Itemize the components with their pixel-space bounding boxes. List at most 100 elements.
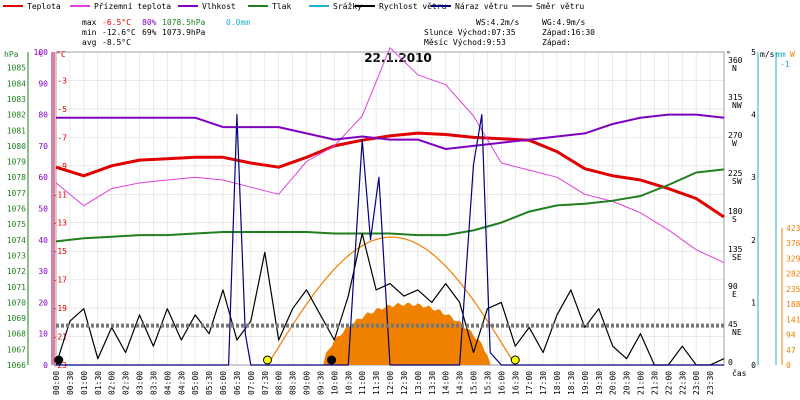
- x-tick-label: 12:30: [400, 371, 409, 395]
- legend-label-6: Náraz větru: [455, 2, 508, 11]
- stats-min-label: min: [82, 28, 97, 37]
- hpa-tick-label: 1076: [7, 205, 26, 214]
- x-tick-label: 11:00: [358, 371, 367, 395]
- ms-tick-label: 4: [751, 111, 756, 120]
- hpa-tick-label: 1083: [7, 95, 26, 104]
- x-tick-label: 07:00: [247, 371, 256, 395]
- x-tick-label: 10:30: [344, 371, 353, 395]
- chart-title: 22.1.2010: [364, 51, 432, 65]
- x-tick-label: 08:30: [289, 371, 298, 395]
- stats-sun-rise: Slunce Východ:07:35: [424, 28, 516, 37]
- stats-max-press: 1078.5hPa: [162, 18, 206, 27]
- pct-tick-label: 0: [43, 361, 48, 370]
- pct-tick-label: 90: [38, 79, 48, 88]
- w-tick-label: 423: [786, 224, 800, 233]
- temp-tick-label: -11: [53, 190, 68, 199]
- hpa-tick-label: 1082: [7, 111, 26, 120]
- hpa-tick-label: 1067: [7, 345, 26, 354]
- hpa-tick-label: 1072: [7, 267, 26, 276]
- mm-tick-label: -1: [780, 60, 790, 69]
- pct-tick-label: 100: [34, 48, 49, 57]
- w-tick-label: 47: [786, 346, 796, 355]
- x-tick-label: 15:30: [483, 371, 492, 395]
- legend-label-7: Směr větru: [536, 2, 584, 11]
- w-tick-label: 188: [786, 300, 800, 309]
- dir-tick-label: 225: [728, 169, 743, 178]
- dir-tick-label: 135: [728, 245, 743, 254]
- x-tick-label: 14:30: [456, 371, 465, 395]
- x-tick-label: 13:30: [428, 371, 437, 395]
- x-tick-label: 15:00: [470, 371, 479, 395]
- hpa-tick-label: 1079: [7, 158, 26, 167]
- ms-tick-label: 3: [751, 173, 756, 182]
- x-tick-label: 22:30: [678, 371, 687, 395]
- hpa-tick-label: 1075: [7, 220, 26, 229]
- temp-tick-label: -3: [57, 76, 67, 85]
- x-tick-label: 21:30: [650, 371, 659, 395]
- stats-max-label: max: [82, 18, 97, 27]
- pct-tick-label: 80: [38, 111, 48, 120]
- dir-tick-label: E: [732, 290, 737, 299]
- hpa-tick-label: 1078: [7, 173, 26, 182]
- hpa-tick-label: 1070: [7, 298, 26, 307]
- x-tick-label: 10:00: [330, 371, 339, 395]
- x-tick-label: 07:30: [261, 371, 270, 395]
- dir-tick-label: 90: [728, 282, 738, 291]
- pct-tick-label: 30: [38, 267, 48, 276]
- stats-wg: WG:4.9m/s: [542, 18, 586, 27]
- ms-axis-title: m/s: [760, 50, 775, 59]
- stats-avg-temp: -8.5°C: [102, 38, 131, 47]
- x-tick-label: 20:00: [609, 371, 618, 395]
- dir-tick-label: NE: [732, 328, 742, 337]
- x-tick-label: 13:00: [414, 371, 423, 395]
- x-tick-label: 20:30: [623, 371, 632, 395]
- x-tick-label: 11:30: [372, 371, 381, 395]
- stats-avg-label: avg: [82, 38, 97, 47]
- legend-label-1: Přízemní teplota: [94, 2, 171, 11]
- temp-tick-label: -13: [53, 219, 68, 228]
- stats-max-rain: 0.0mm: [226, 18, 250, 27]
- temp-axis-title: °C: [56, 50, 66, 59]
- dir-tick-label: S: [732, 215, 737, 224]
- x-tick-label: 12:00: [386, 371, 395, 395]
- stats-block: max -6.5°C 80% 1078.5hPa 0.0mm min -12.6…: [82, 18, 595, 47]
- hpa-tick-label: 1069: [7, 314, 26, 323]
- legend-label-3: Tlak: [272, 2, 291, 11]
- series-line-0: [55, 131, 725, 219]
- pct-axis-title: %: [38, 50, 43, 59]
- x-tick-label: 04:30: [177, 371, 186, 395]
- plot-area: [54, 47, 725, 366]
- dir-tick-label: N: [732, 64, 737, 73]
- stats-sun-set: Západ:16:30: [542, 28, 595, 37]
- w-tick-label: 235: [786, 285, 800, 294]
- x-tick-label: 00:30: [66, 371, 75, 395]
- sunset-marker: [510, 355, 520, 365]
- w-tick-label: 329: [786, 254, 800, 263]
- ms-tick-label: 1: [751, 298, 756, 307]
- x-tick-label: 22:00: [664, 371, 673, 395]
- ms-tick-label: 5: [751, 48, 756, 57]
- hpa-tick-label: 1084: [7, 79, 26, 88]
- dir-tick-label: NW: [732, 101, 742, 110]
- x-tick-label: 17:30: [539, 371, 548, 395]
- x-tick-label: 23:30: [706, 371, 715, 395]
- temp-tick-label: -15: [53, 247, 68, 256]
- dir-tick-label: 180: [728, 207, 743, 216]
- w-tick-label: 94: [786, 331, 796, 340]
- w-tick-label: 376: [786, 239, 800, 248]
- x-tick-label: 03:30: [149, 371, 158, 395]
- x-tick-label: 01:30: [94, 371, 103, 395]
- x-tick-label: 09:30: [316, 371, 325, 395]
- hpa-tick-label: 1074: [7, 236, 26, 245]
- temp-tick-label: -17: [53, 276, 68, 285]
- x-tick-label: 16:30: [511, 371, 520, 395]
- w-tick-label: 141: [786, 315, 800, 324]
- x-tick-label: 05:00: [191, 371, 200, 395]
- w-axis-title: W: [790, 50, 795, 59]
- pct-tick-label: 50: [38, 205, 48, 214]
- mm-axis-title: mm: [776, 50, 786, 59]
- x-tick-label: 06:00: [219, 371, 228, 395]
- solar-theoretical-curve: [266, 236, 516, 366]
- pct-tick-label: 10: [38, 330, 48, 339]
